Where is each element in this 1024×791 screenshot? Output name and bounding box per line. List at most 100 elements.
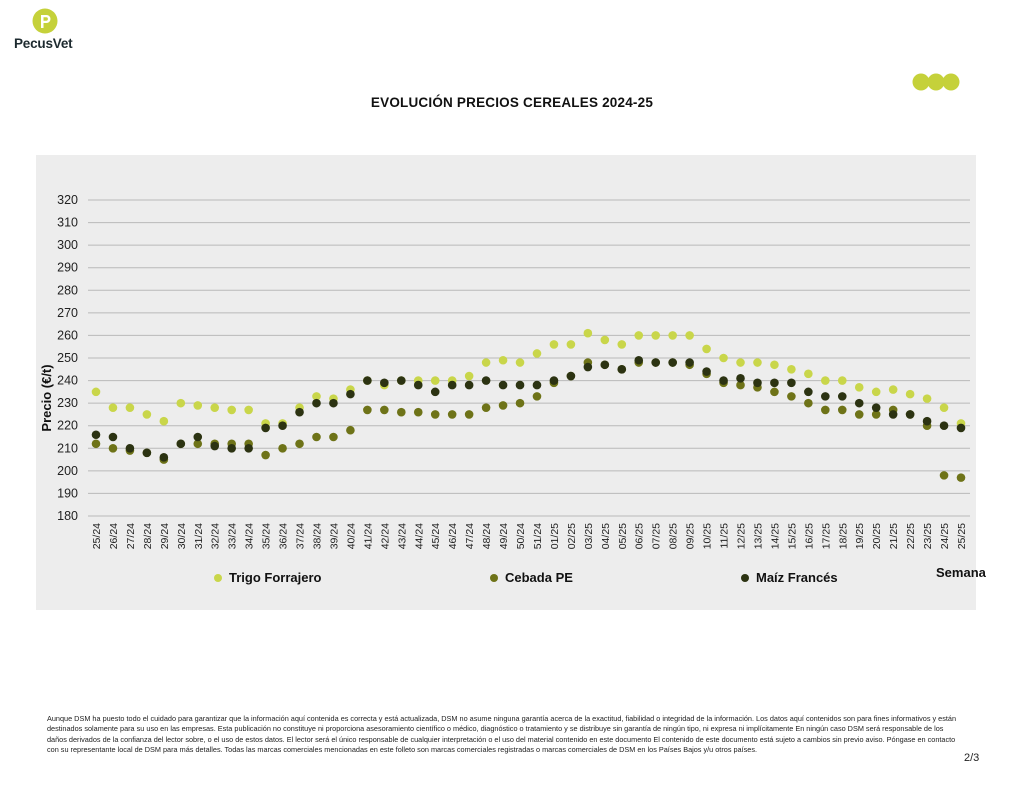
data-point-cebada [193, 439, 203, 449]
data-point-trigo [108, 403, 118, 412]
y-tick-label-left: 320 [57, 193, 78, 207]
data-point-cebada [498, 401, 508, 410]
data-point-trigo [905, 389, 915, 399]
data-point-cebada [837, 405, 847, 415]
data-point-maiz [837, 392, 847, 401]
data-point-maiz [532, 380, 542, 390]
data-point-maiz [380, 378, 389, 388]
data-point-maiz [702, 367, 711, 376]
legend-item-maiz: Maíz Francés [741, 570, 838, 585]
data-point-trigo [651, 331, 661, 340]
data-point-maiz [396, 376, 406, 385]
data-point-trigo [770, 360, 779, 370]
data-point-maiz [108, 432, 118, 442]
y-axis-title: Precio (€/t) [39, 364, 54, 431]
decor-dot [912, 73, 930, 91]
x-tick-label: 07/25 [651, 523, 663, 549]
legend-item-cebada: Cebada PE [490, 570, 573, 585]
x-tick-label: 23/25 [922, 523, 934, 549]
disclaimer: Aunque DSM ha puesto todo el cuidado par… [47, 714, 957, 755]
x-tick-label: 50/24 [515, 523, 527, 549]
x-tick-label: 37/24 [295, 523, 307, 549]
data-point-cebada [787, 392, 796, 401]
x-tick-label: 45/24 [430, 523, 442, 549]
data-point-cebada [464, 410, 474, 419]
data-point-trigo [142, 410, 152, 419]
y-tick-label-left: 270 [57, 306, 78, 320]
data-point-trigo [634, 331, 644, 340]
data-point-cebada [939, 471, 949, 480]
decorative-dots [912, 73, 960, 91]
x-tick-label: 12/25 [736, 523, 748, 549]
x-tick-label: 35/24 [261, 523, 273, 549]
decor-dot [942, 73, 960, 91]
data-point-trigo [464, 371, 474, 381]
data-point-trigo [888, 385, 898, 394]
y-tick-label-left: 240 [57, 374, 78, 388]
data-point-trigo [617, 340, 627, 349]
x-tick-label: 02/25 [566, 523, 578, 549]
data-point-trigo [685, 331, 694, 340]
data-point-trigo [719, 353, 728, 363]
data-point-trigo [922, 394, 932, 403]
data-point-maiz [668, 358, 677, 367]
y-tick-label-left: 250 [57, 351, 78, 365]
x-tick-label: 22/25 [905, 523, 917, 549]
y-tick-label-left: 290 [57, 261, 78, 275]
data-point-maiz [193, 432, 203, 442]
x-axis-label: Semana [936, 565, 986, 580]
data-point-cebada [481, 403, 491, 412]
data-point-trigo [854, 383, 864, 392]
data-point-maiz [566, 371, 576, 381]
data-point-maiz [549, 376, 559, 385]
data-point-trigo [549, 340, 559, 349]
data-point-cebada [515, 398, 525, 408]
data-point-cebada [295, 439, 304, 449]
legend-item-trigo: Trigo Forrajero [214, 570, 321, 585]
x-tick-label: 47/24 [464, 523, 476, 549]
x-tick-label: 06/25 [634, 523, 646, 549]
data-point-trigo [939, 403, 949, 412]
data-point-maiz [600, 360, 610, 370]
data-point-trigo [668, 331, 677, 340]
data-point-cebada [821, 405, 830, 415]
legend-marker [490, 573, 498, 582]
data-point-maiz [244, 443, 253, 453]
data-point-maiz [922, 416, 932, 426]
data-point-maiz [447, 380, 457, 390]
y-tick-label-left: 230 [57, 396, 78, 410]
y-tick-label-left: 310 [57, 216, 78, 230]
x-tick-label: 04/25 [600, 523, 612, 549]
y-tick-label-left: 280 [57, 283, 78, 297]
x-tick-label: 40/24 [345, 523, 357, 549]
data-point-cebada [278, 443, 287, 453]
data-point-trigo [583, 328, 593, 338]
x-tick-label: 33/24 [227, 523, 239, 549]
price-chart: 1801801901902002002102102202202302302402… [39, 193, 970, 549]
x-tick-label: 26/24 [108, 523, 120, 549]
data-point-maiz [346, 389, 355, 399]
data-point-maiz [159, 453, 169, 462]
x-tick-label: 30/24 [176, 523, 188, 549]
data-point-maiz [617, 364, 627, 374]
x-tick-label: 31/24 [193, 523, 205, 549]
data-point-cebada [871, 410, 881, 419]
y-tick-label-left: 190 [57, 486, 78, 500]
data-point-maiz [481, 376, 491, 385]
y-tick-label-left: 300 [57, 238, 78, 252]
data-point-cebada [413, 407, 423, 417]
x-tick-label: 18/25 [837, 523, 849, 549]
data-point-maiz [787, 378, 796, 388]
data-point-trigo [176, 398, 186, 408]
data-point-maiz [685, 358, 694, 367]
x-tick-label: 08/25 [668, 523, 680, 549]
data-point-maiz [430, 387, 440, 397]
x-tick-label: 09/25 [685, 523, 697, 549]
data-point-cebada [380, 405, 389, 415]
x-tick-label: 19/25 [854, 523, 866, 549]
x-tick-label: 34/24 [244, 523, 256, 549]
data-point-cebada [312, 432, 321, 442]
data-point-maiz [583, 362, 593, 372]
data-point-trigo [515, 358, 525, 367]
data-point-trigo [430, 376, 440, 385]
